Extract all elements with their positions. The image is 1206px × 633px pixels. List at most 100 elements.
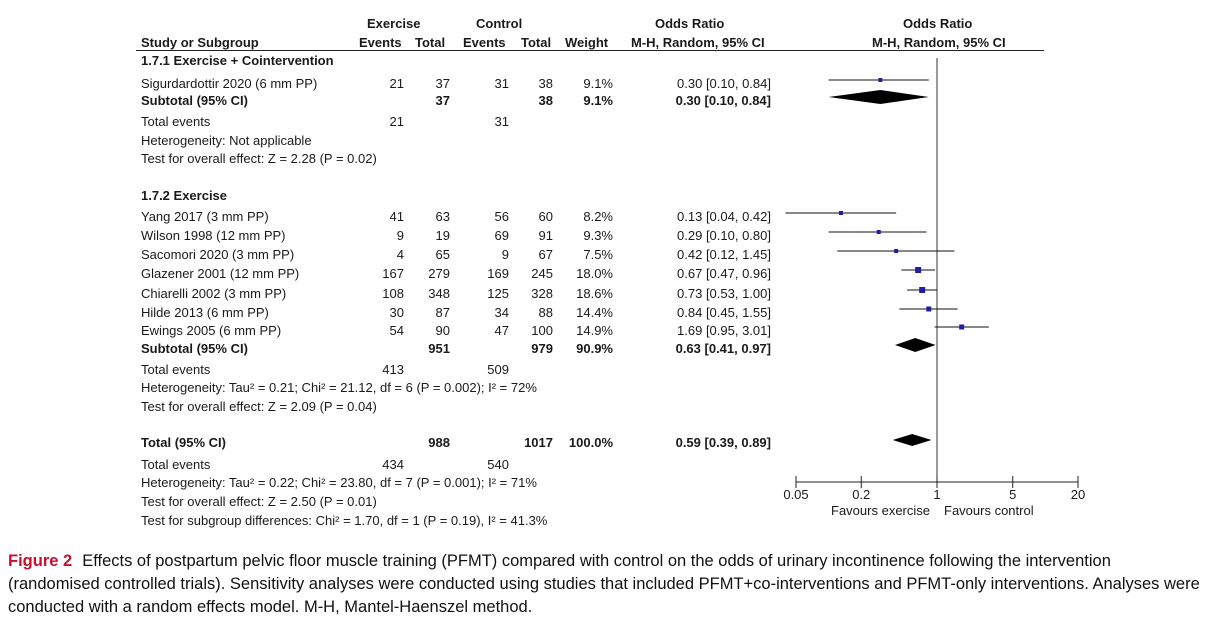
subgroup1-events-label: Total events: [141, 114, 211, 129]
subgroup2-subtotal-ci: 0.63 [0.41, 0.97]: [675, 341, 771, 356]
study-row-3-weight: 7.5%: [583, 247, 613, 262]
study-row-4-weight: 18.0%: [576, 266, 613, 281]
subgroup1-events-e1: 21: [389, 114, 404, 129]
subgroup1-subtotal-ci: 0.30 [0.10, 0.84]: [675, 93, 771, 108]
study-row-5-e1: 108: [382, 286, 404, 301]
subgroup2-overall-effect: Test for overall effect: Z = 2.09 (P = 0…: [141, 399, 377, 414]
study-row-7-ci: 1.69 [0.95, 3.01]: [677, 323, 771, 338]
x-tick-label-4: 20: [1071, 487, 1085, 502]
subgroup2-events-e2: 509: [487, 362, 509, 377]
total-overall-effect: Test for overall effect: Z = 2.50 (P = 0…: [141, 494, 377, 509]
study-row-4-name: Glazener 2001 (12 mm PP): [141, 266, 300, 281]
total-events-e2: 540: [487, 457, 509, 472]
study-marker-7: [959, 324, 965, 330]
header-weight: Weight: [565, 35, 609, 50]
study-marker-3: [894, 249, 899, 253]
study-marker-2: [876, 230, 881, 234]
study-row-0-n1: 37: [435, 76, 450, 91]
x-tick-label-3: 5: [1009, 487, 1016, 502]
study-row-2-e1: 9: [396, 228, 404, 243]
subgroup2-subtotal-total1: 951: [428, 341, 450, 356]
study-row-2-name: Wilson 1998 (12 mm PP): [141, 228, 286, 243]
figure-label: Figure 2: [8, 552, 73, 570]
subgroup1-heterogeneity: Heterogeneity: Not applicable: [141, 133, 312, 148]
header-method-right: M-H, Random, 95% CI: [872, 35, 1006, 50]
study-row-5-n2: 328: [531, 286, 553, 301]
study-row-6-ci: 0.84 [0.45, 1.55]: [677, 305, 771, 320]
study-row-4-e1: 167: [382, 266, 404, 281]
study-row-3-n2: 67: [538, 247, 553, 262]
study-marker-5: [919, 287, 926, 293]
subgroup2-events-label: Total events: [141, 362, 211, 377]
study-row-3-e1: 4: [396, 247, 404, 262]
study-row-6-n1: 87: [435, 305, 450, 320]
total-total1: 988: [428, 435, 450, 450]
study-row-3-n1: 65: [435, 247, 450, 262]
total-ci: 0.59 [0.39, 0.89]: [675, 435, 771, 450]
figure-caption: Figure 2 Effects of postpartum pelvic flo…: [8, 550, 1203, 619]
x-tick-label-2: 1: [933, 487, 940, 502]
study-row-1-n2: 60: [538, 209, 553, 224]
study-row-7-n2: 100: [531, 323, 553, 338]
header-study: Study or Subgroup: [141, 35, 259, 50]
subgroup1-subtotal-weight: 9.1%: [583, 93, 613, 108]
study-row-5-e2: 125: [487, 286, 509, 301]
total-weight: 100.0%: [568, 435, 613, 450]
study-row-2-ci: 0.29 [0.10, 0.80]: [677, 228, 771, 243]
total-heterogeneity: Heterogeneity: Tau² = 0.22; Chi² = 23.80…: [141, 475, 537, 490]
subgroup1-title: 1.7.1 Exercise + Cointervention: [141, 53, 334, 68]
header-events2: Events: [463, 35, 506, 50]
header-events1: Events: [359, 35, 402, 50]
subgroup1-events-e2: 31: [494, 114, 509, 129]
header-group1: Exercise: [367, 16, 421, 31]
header-total1: Total: [415, 35, 446, 50]
forest-plot: 0.05 0.2 1 5 20 Favours exercise Favours contr…: [783, 58, 1085, 518]
study-row-1-weight: 8.2%: [583, 209, 613, 224]
study-row-1-e1: 41: [389, 209, 404, 224]
favours-right-label: Favours control: [944, 503, 1034, 518]
subgroup2-subtotal-label: Subtotal (95% CI): [141, 341, 248, 356]
study-row-4-e2: 169: [487, 266, 509, 281]
subgroup-differences: Test for subgroup differences: Chi² = 1.…: [141, 513, 548, 528]
subgroup2-subtotal-total2: 979: [531, 341, 553, 356]
study-row-6-name: Hilde 2013 (6 mm PP): [141, 305, 269, 320]
study-marker-1: [838, 211, 843, 215]
subgroup1-overall-effect: Test for overall effect: Z = 2.28 (P = 0…: [141, 151, 377, 166]
total-label: Total (95% CI): [141, 435, 226, 450]
study-row-5-weight: 18.6%: [576, 286, 613, 301]
study-row-0-n2: 38: [538, 76, 553, 91]
subgroup2-events-e1: 413: [382, 362, 404, 377]
study-row-1-name: Yang 2017 (3 mm PP): [141, 209, 269, 224]
study-marker-6: [926, 306, 932, 312]
total-total2: 1017: [524, 435, 553, 450]
subgroup1-subtotal-total2: 38: [538, 93, 553, 108]
study-row-1-e2: 56: [494, 209, 509, 224]
study-row-2-n1: 19: [435, 228, 450, 243]
study-row-0-name: Sigurdardottir 2020 (6 mm PP): [141, 76, 318, 91]
subgroup2-title: 1.7.2 Exercise: [141, 188, 228, 203]
subgroup1-subtotal-label: Subtotal (95% CI): [141, 93, 248, 108]
pooled-diamond-0: [828, 90, 929, 104]
study-row-0-ci: 0.30 [0.10, 0.84]: [677, 76, 771, 91]
header-or-left: Odds Ratio: [655, 16, 725, 31]
subgroup2-subtotal-weight: 90.9%: [576, 341, 613, 356]
study-row-7-e2: 47: [494, 323, 509, 338]
study-row-7-n1: 90: [435, 323, 450, 338]
study-row-1-ci: 0.13 [0.04, 0.42]: [677, 209, 771, 224]
header-method-left: M-H, Random, 95% CI: [631, 35, 765, 50]
pooled-diamond-1: [895, 338, 936, 352]
study-row-6-e2: 34: [494, 305, 509, 320]
study-row-0-weight: 9.1%: [583, 76, 613, 91]
x-tick-label-0: 0.05: [783, 487, 808, 502]
study-marker-4: [915, 267, 922, 273]
study-row-2-n2: 91: [538, 228, 553, 243]
pooled-diamond-2: [892, 434, 932, 446]
total-events-label: Total events: [141, 457, 211, 472]
study-row-2-e2: 69: [494, 228, 509, 243]
study-row-4-n2: 245: [531, 266, 553, 281]
study-row-4-n1: 279: [428, 266, 450, 281]
study-row-3-name: Sacomori 2020 (3 mm PP): [141, 247, 295, 262]
study-row-7-name: Ewings 2005 (6 mm PP): [141, 323, 282, 338]
study-row-0-e2: 31: [494, 76, 509, 91]
